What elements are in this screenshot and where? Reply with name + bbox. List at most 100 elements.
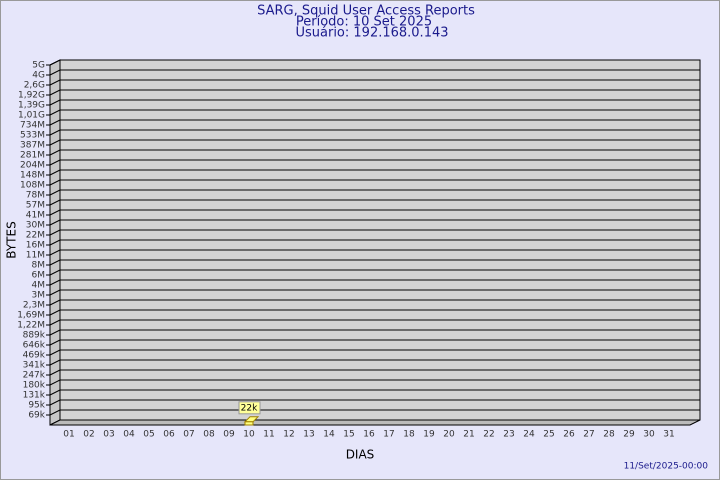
grid-line	[49, 59, 61, 66]
grid-line	[49, 389, 61, 396]
x-tick-label: 31	[663, 430, 674, 440]
x-tick-label: 28	[603, 430, 615, 440]
floor	[49, 419, 701, 426]
y-tick-label: 204M	[20, 161, 45, 171]
y-axis-label: BYTES	[5, 221, 19, 258]
x-tick-label: 30	[643, 430, 655, 440]
x-tick-label: 16	[363, 430, 375, 440]
y-tick-label: 6M	[32, 271, 46, 281]
y-tick-label: 341k	[23, 361, 46, 371]
grid-line	[49, 109, 61, 116]
x-tick-label: 20	[443, 430, 455, 440]
x-tick-label: 10	[243, 430, 255, 440]
x-tick-label: 11	[263, 430, 274, 440]
grid-line	[49, 409, 61, 416]
grid-line	[49, 249, 61, 256]
x-tick-label: 27	[583, 430, 594, 440]
x-tick-label: 17	[383, 430, 394, 440]
grid-line	[49, 269, 61, 276]
grid-line	[49, 69, 61, 76]
y-tick-label: 1,69M	[17, 311, 45, 321]
value-label-box	[238, 401, 261, 415]
y-tick-label: 11M	[26, 251, 45, 261]
grid-line	[49, 179, 61, 186]
y-tick-label: 30M	[26, 221, 45, 231]
x-tick-label: 19	[423, 430, 435, 440]
y-tick-label: 734M	[20, 121, 45, 131]
y-tick-label: 69k	[28, 411, 45, 421]
y-tick-label: 131k	[23, 391, 46, 401]
y-tick-label: 41M	[26, 211, 45, 221]
x-tick-label: 12	[283, 430, 294, 440]
x-tick-label: 26	[563, 430, 575, 440]
y-tick-label: 1,39G	[18, 101, 45, 111]
y-tick-label: 4M	[32, 281, 46, 291]
grid-line	[49, 79, 61, 86]
x-tick-label: 23	[503, 430, 514, 440]
y-tick-label: 5G	[32, 61, 45, 71]
grid-line	[49, 129, 61, 136]
grid-line	[49, 329, 61, 336]
x-tick-label: 15	[343, 430, 354, 440]
grid-line	[49, 229, 61, 236]
chart-subtitle: Período: 10 Set 2025	[296, 15, 432, 30]
grid-line	[49, 259, 61, 266]
grid-line	[49, 279, 61, 286]
x-tick-label: 25	[543, 430, 554, 440]
x-tick-label: 06	[163, 430, 175, 440]
grid-line	[49, 159, 61, 166]
grid-line	[49, 379, 61, 386]
x-tick-label: 29	[623, 430, 635, 440]
y-tick-label: 387M	[20, 141, 45, 151]
grid-line	[49, 239, 61, 246]
y-tick-label: 78M	[26, 191, 45, 201]
grid-line	[49, 349, 61, 356]
y-tick-label: 469k	[23, 351, 46, 361]
y-tick-label: 889k	[23, 331, 46, 341]
y-tick-label: 646k	[23, 341, 46, 351]
y-tick-label: 95k	[28, 401, 45, 411]
chart-title: SARG, Squid User Access Reports	[257, 4, 475, 19]
y-tick-label: 2,6G	[24, 81, 45, 91]
grid-line	[49, 219, 61, 226]
x-tick-label: 13	[303, 430, 314, 440]
grid-line	[49, 339, 61, 346]
grid-line	[49, 199, 61, 206]
grid-line	[49, 319, 61, 326]
y-tick-label: 4G	[32, 71, 45, 81]
y-tick-label: 1,92G	[18, 91, 45, 101]
grid-line	[49, 169, 61, 176]
grid-line	[49, 189, 61, 196]
y-tick-label: 57M	[26, 201, 45, 211]
grid-line	[49, 359, 61, 366]
y-tick-label: 180k	[23, 381, 46, 391]
x-tick-label: 02	[83, 430, 94, 440]
y-tick-label: 1,22M	[17, 321, 45, 331]
x-tick-label: 01	[63, 430, 74, 440]
grid-line	[49, 99, 61, 106]
value-label: 22k	[241, 403, 258, 413]
grid-line	[49, 209, 61, 216]
grid-line	[49, 149, 61, 156]
x-tick-label: 04	[123, 430, 135, 440]
x-tick-label: 21	[463, 430, 474, 440]
x-tick-label: 07	[183, 430, 194, 440]
x-tick-label: 22	[483, 430, 494, 440]
grid-line	[49, 369, 61, 376]
grid-line	[49, 399, 61, 406]
x-axis-label: DIAS	[346, 448, 375, 462]
x-tick-label: 14	[323, 430, 335, 440]
chart-subtitle: Usuário: 192.168.0.143	[295, 26, 448, 41]
grid-line	[49, 289, 61, 296]
x-tick-label: 18	[403, 430, 415, 440]
y-tick-label: 148M	[20, 171, 45, 181]
grid-line	[49, 89, 61, 96]
grid-line	[49, 299, 61, 306]
y-tick-label: 108M	[20, 181, 45, 191]
grid-line	[49, 309, 61, 316]
y-tick-label: 16M	[26, 241, 45, 251]
y-tick-label: 2,3M	[23, 301, 45, 311]
x-tick-label: 24	[523, 430, 535, 440]
footer: 11/Set/2025-00:00	[624, 462, 709, 472]
